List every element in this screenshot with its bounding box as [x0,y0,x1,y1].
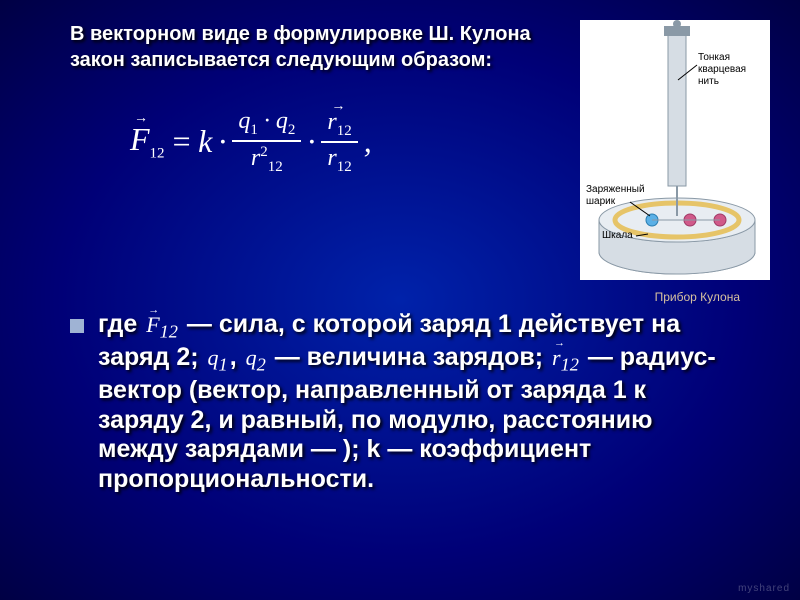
thread-label: Тонкая [698,52,730,63]
device-caption: Прибор Кулона [655,290,740,304]
watermark: myshared [738,583,790,594]
coulomb-device-figure: Тонкая кварцевая нить Заряженный шарик Ш… [580,20,770,280]
svg-text:нить: нить [698,76,719,87]
svg-text:кварцевая: кварцевая [698,64,746,75]
slide-heading: В векторном виде в формулировке Ш. Кулон… [70,22,590,73]
slide: В векторном виде в формулировке Ш. Кулон… [0,0,800,600]
svg-text:шарик: шарик [586,196,616,207]
scale-label: Шкала [602,230,633,241]
body-paragraph: где F12 — сила, с которой заряд 1 действ… [70,310,730,494]
coulomb-formula: F12 = k · q1 · q2 r212 · r12 r12 , [130,108,372,176]
bullet-icon [70,319,84,333]
ball-label: Заряженный [586,184,645,195]
